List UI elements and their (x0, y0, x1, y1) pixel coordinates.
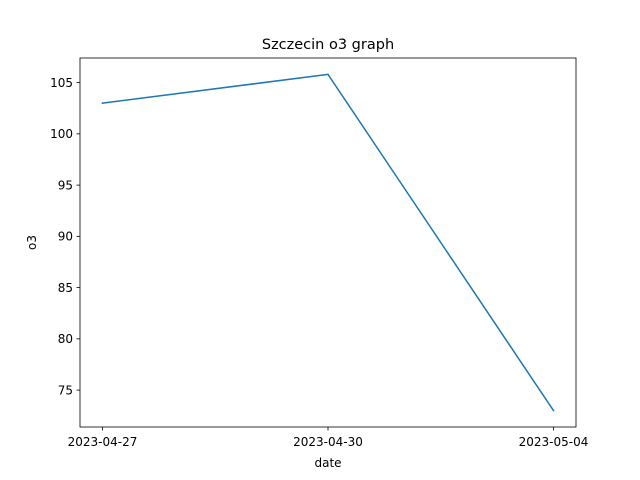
x-tick-label: 2023-04-27 (68, 435, 138, 449)
chart-title: Szczecin o3 graph (262, 37, 394, 53)
data-point (101, 102, 104, 104)
y-tick-label: 95 (58, 178, 73, 192)
y-axis-ticks: 75 80 85 90 95 100 105 (50, 76, 80, 397)
x-axis-label: date (314, 456, 341, 470)
plot-area-frame (79, 57, 577, 428)
y-tick-label: 105 (50, 76, 73, 90)
x-tick-label: 2023-05-04 (519, 435, 589, 449)
y-tick-label: 90 (58, 230, 73, 244)
y-tick-label: 80 (58, 332, 73, 346)
data-point (327, 73, 329, 76)
y-tick-label: 75 (58, 383, 73, 397)
x-axis-ticks: 2023-04-27 2023-04-30 2023-05-04 (68, 427, 589, 449)
y-tick-label: 100 (50, 127, 73, 141)
y-tick-label: 85 (58, 281, 73, 295)
data-point (552, 409, 555, 412)
y-axis-label: o3 (25, 235, 39, 250)
data-points (101, 73, 555, 412)
x-tick-label: 2023-04-30 (293, 435, 363, 449)
